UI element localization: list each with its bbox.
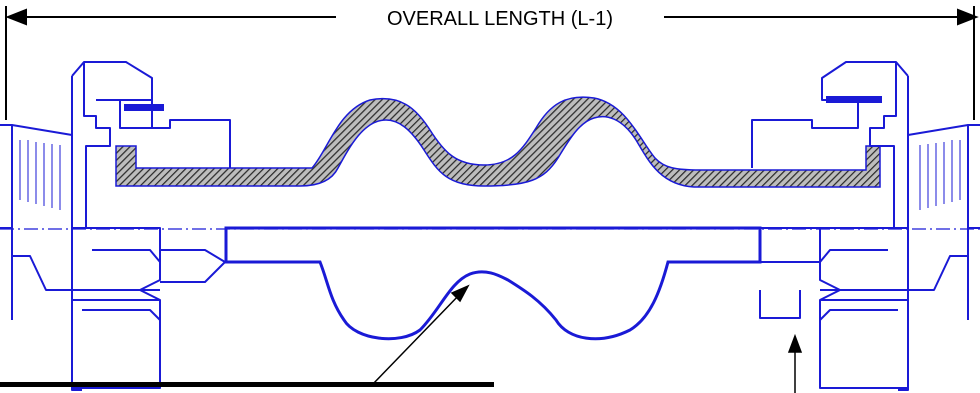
center-coupling-lower: [224, 226, 762, 341]
left-union-inner: [83, 62, 111, 228]
right-pipe-nipple: [967, 124, 980, 229]
leader-center-arrow: [450, 284, 470, 303]
right-thread-zone: [907, 124, 969, 228]
overall-length-dimension: [5, 6, 979, 120]
right-thread-lines: [919, 140, 961, 210]
bottom-label-bar: [0, 382, 494, 387]
right-gasket: [826, 96, 882, 103]
right-hex-lower: [908, 228, 969, 291]
callout-leaders: [371, 284, 803, 393]
overall-length-label: OVERALL LENGTH (L-1): [387, 8, 613, 30]
left-hex-nut: [72, 227, 161, 389]
left-thread-lines: [19, 140, 61, 210]
left-thread-zone: [11, 124, 73, 228]
right-coupling-end: [759, 227, 820, 319]
dimension-arrow-right: [957, 8, 979, 26]
right-fitting: [751, 61, 980, 391]
leader-center: [371, 291, 463, 386]
leader-right-arrow: [787, 333, 803, 353]
left-coupling-end: [160, 249, 226, 283]
left-hex-lower: [11, 228, 72, 291]
right-hex-nut: [819, 227, 908, 389]
bellows-section: [115, 96, 881, 188]
left-gasket: [124, 104, 164, 111]
left-pipe-nipple: [0, 124, 13, 229]
dimension-arrow-left: [5, 8, 27, 26]
right-union-inner: [869, 62, 897, 228]
left-fitting: [0, 61, 231, 391]
